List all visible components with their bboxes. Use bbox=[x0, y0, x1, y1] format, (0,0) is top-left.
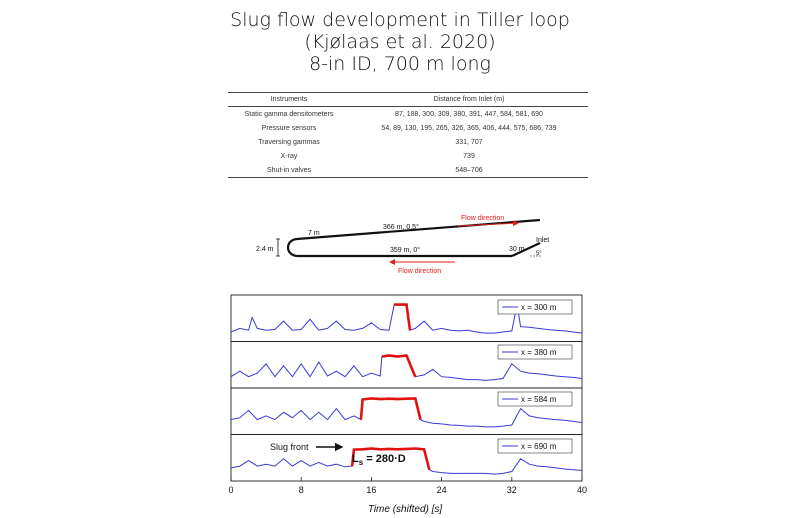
title-line-3: 8-in ID, 700 m long bbox=[309, 53, 491, 75]
table-row: Traversing gammas 331, 707 bbox=[228, 135, 588, 149]
header-distance: Distance from Inlet (m) bbox=[350, 92, 588, 107]
flow-direction-lower: Flow direction bbox=[398, 268, 441, 275]
row-instrument: Static gamma densitometers bbox=[244, 110, 334, 118]
legend-box bbox=[497, 391, 573, 407]
slug-front-label: Slug front bbox=[270, 442, 309, 452]
riser-label: 30 m bbox=[509, 246, 525, 253]
slug-segment bbox=[381, 354, 417, 378]
row-distance: 331, 707 bbox=[455, 138, 483, 146]
row-instrument: Pressure sensors bbox=[261, 124, 317, 132]
x-tick-label: 8 bbox=[299, 485, 304, 495]
x-tick-label: 24 bbox=[437, 485, 447, 495]
row-instrument: Shut-in valves bbox=[228, 163, 350, 178]
x-tick-label: 0 bbox=[228, 485, 233, 495]
flow-arrow-upper bbox=[457, 220, 519, 227]
height-label: 2.4 m bbox=[256, 246, 274, 253]
upper-pipe-label: 366 m, 0.5° bbox=[383, 223, 419, 231]
row-distance: 87, 188, 300, 309, 380, 391, 447, 584, 5… bbox=[395, 110, 543, 118]
slug-length-sub: s bbox=[359, 458, 364, 467]
legend-box bbox=[497, 438, 573, 454]
legend-label: x = 380 m bbox=[521, 348, 557, 357]
slug-segment bbox=[350, 447, 431, 471]
x-axis-label: Time (shifted) [s] bbox=[368, 504, 443, 515]
u-bend bbox=[286, 237, 298, 258]
legend-label: x = 690 m bbox=[521, 442, 557, 451]
table-row: Static gamma densitometers 87, 188, 300,… bbox=[228, 107, 588, 122]
table-row: X-ray 739 bbox=[228, 149, 588, 163]
row-distance: 548–706 bbox=[350, 163, 588, 178]
inlet-label: Inlet bbox=[536, 237, 549, 244]
table-header-row: Instruments Distance from Inlet (m) bbox=[228, 92, 588, 107]
slug-length-value: = 280·D bbox=[363, 453, 406, 465]
row-distance: 739 bbox=[463, 152, 475, 160]
row-instrument: X-ray bbox=[280, 152, 298, 160]
legend-label: x = 300 m bbox=[521, 303, 557, 312]
legend-box bbox=[497, 344, 573, 360]
legend-label: x = 584 m bbox=[521, 395, 557, 404]
table-row: Shut-in valves 548–706 bbox=[228, 163, 588, 178]
x-tick-label: 40 bbox=[577, 485, 587, 495]
plot-panel bbox=[230, 434, 583, 482]
table-row: Pressure sensors 54, 89, 130, 195, 265, … bbox=[228, 121, 588, 135]
lower-pipe-label: 359 m, 0° bbox=[390, 246, 420, 254]
slug-length-label: Ls = 280·D bbox=[352, 453, 406, 467]
flow-direction-upper: Flow direction bbox=[461, 215, 504, 222]
riser-angle-label: 5° bbox=[536, 251, 542, 257]
title-line-2: (Kjølaas et al. 2020) bbox=[304, 31, 496, 53]
inlet-riser bbox=[511, 242, 541, 257]
slug-segment bbox=[359, 397, 422, 420]
legend-box bbox=[497, 299, 573, 315]
slug-length-L: L bbox=[352, 453, 359, 465]
upper-pipe bbox=[296, 218, 541, 241]
instruments-table: Instruments Distance from Inlet (m) Stat… bbox=[228, 92, 588, 178]
upper-left-label: 7 m bbox=[308, 230, 320, 237]
title-line-1: Slug flow development in Tiller loop bbox=[230, 9, 570, 31]
header-instruments: Instruments bbox=[228, 92, 350, 107]
x-tick-label: 32 bbox=[507, 485, 517, 495]
x-tick-label: 16 bbox=[366, 485, 376, 495]
row-distance: 54, 89, 130, 195, 265, 326, 365, 406, 44… bbox=[381, 124, 557, 132]
row-instrument: Traversing gammas bbox=[258, 138, 320, 146]
loop-schematic: 2.4 m 7 m 366 m, 0.5° 359 m, 0° 30 m 5° … bbox=[256, 215, 549, 275]
slug-segment bbox=[394, 303, 412, 331]
